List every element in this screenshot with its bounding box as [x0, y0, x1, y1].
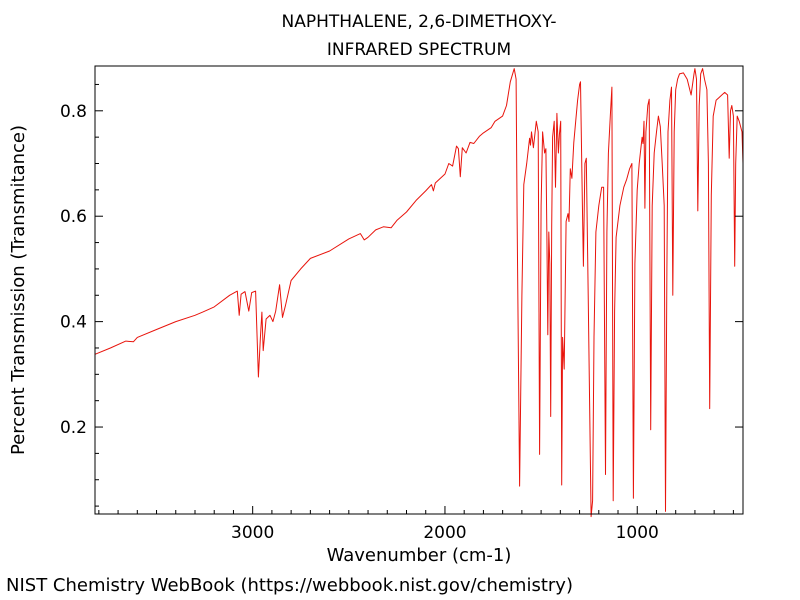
y-tick-label: 0.2	[60, 418, 87, 438]
x-tick-label: 2000	[423, 523, 466, 543]
tick-layer: 3000 2000 1000 0.2 0.4 0.6 0.8	[60, 83, 743, 543]
y-tick-label: 0.4	[60, 313, 87, 333]
y-axis-title: Percent Transmission (Transmitance)	[8, 125, 29, 455]
chart-subtitle: INFRARED SPECTRUM	[326, 40, 512, 60]
source-footer: NIST Chemistry WebBook (https://webbook.…	[6, 575, 573, 596]
spectrum-line	[94, 68, 744, 518]
y-tick-label: 0.6	[60, 207, 87, 227]
chart-title: NAPHTHALENE, 2,6-DIMETHOXY-	[281, 12, 557, 32]
plot-frame	[94, 65, 744, 515]
plot-layer	[94, 68, 744, 518]
y-tick-label: 0.8	[60, 102, 87, 122]
x-axis-title: Wavenumber (cm-1)	[327, 545, 512, 566]
x-tick-label: 3000	[231, 523, 274, 543]
x-tick-label: 1000	[616, 523, 659, 543]
